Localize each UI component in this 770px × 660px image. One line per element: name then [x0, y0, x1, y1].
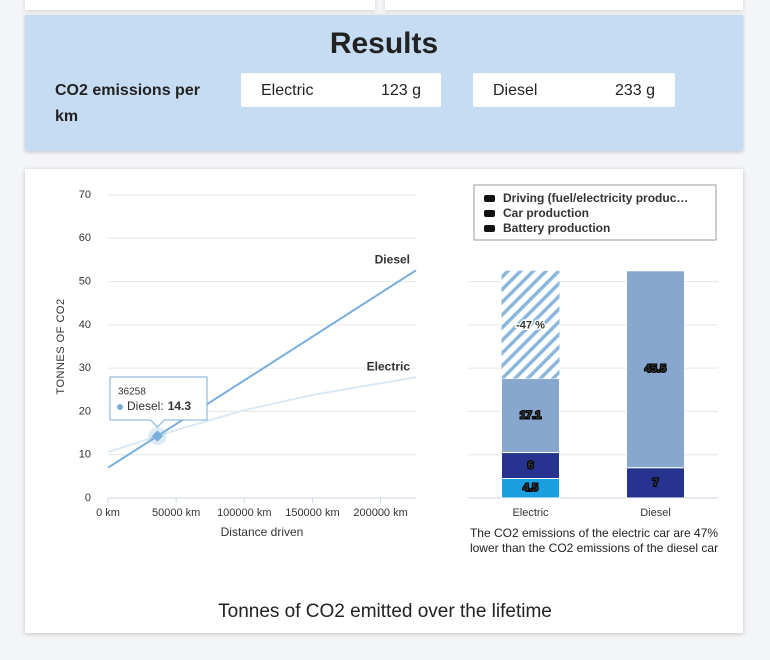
hover-point — [151, 430, 164, 442]
tooltip-value: 14.3 — [168, 399, 192, 413]
y-tick-label: 30 — [79, 362, 91, 374]
legend-icon — [484, 195, 495, 202]
car-name: Diesel — [493, 82, 538, 99]
series-label: Electric — [367, 359, 411, 373]
y-tick-label: 20 — [79, 405, 91, 417]
bar-segment — [501, 452, 560, 480]
bar-segment — [626, 270, 685, 469]
car-value: 123 g — [380, 82, 421, 99]
bar-label: 4.5 — [523, 482, 538, 494]
tooltip-series: Diesel: — [127, 399, 164, 413]
x-tick-label: Electric — [512, 507, 549, 519]
x-tick-label: 0 km — [96, 507, 120, 519]
legend-icon — [484, 225, 495, 232]
legend-entry: Car production — [503, 206, 589, 220]
card-stub — [25, 0, 375, 10]
y-tick-label: 60 — [79, 232, 91, 244]
savings-segment — [501, 270, 560, 379]
car-value: 233 g — [614, 82, 655, 99]
bar-caption: The CO2 emissions of the electric car ar… — [469, 526, 719, 555]
bar-label: 17.1 — [520, 409, 541, 421]
x-axis-label: Distance driven — [221, 525, 304, 539]
y-tick-label: 70 — [79, 189, 91, 201]
result-box: Diesel 233 g — [473, 73, 675, 107]
x-tick-label: 100000 km — [217, 507, 271, 519]
card-stub — [385, 0, 743, 10]
tooltip-text: Diesel: 14.3 — [127, 399, 191, 413]
bar-segment — [501, 378, 560, 454]
bar-label: 45.5 — [645, 363, 666, 375]
tooltip-x: 36258 — [118, 387, 146, 398]
savings-label: -47 % — [516, 320, 545, 332]
result-box: Electric 123 g — [241, 73, 441, 107]
legend-entry: Battery production — [503, 221, 610, 235]
y-tick-label: 40 — [79, 319, 91, 331]
results-panel: Results CO2 emissions per km Electric 12… — [25, 15, 743, 151]
legend-entry: Driving (fuel/electricity produc… — [503, 191, 688, 205]
x-tick-label: 200000 km — [353, 507, 407, 519]
x-tick-label: 50000 km — [152, 507, 200, 519]
car-name: Electric — [261, 82, 314, 99]
tooltip-dot — [117, 404, 123, 410]
legend-box — [473, 184, 717, 241]
footer-title: Tonnes of CO2 emitted over the lifetime — [218, 601, 552, 622]
tooltip-box — [109, 376, 208, 428]
y-axis-label: TONNES OF CO2 — [55, 298, 67, 394]
y-tick-label: 50 — [79, 275, 91, 287]
line-series — [107, 376, 417, 454]
bar-label: 7 — [652, 477, 658, 489]
x-tick-label: 150000 km — [285, 507, 339, 519]
results-title: Results — [329, 27, 439, 60]
bar-label: 6 — [527, 459, 533, 471]
bar-segment — [626, 467, 685, 499]
y-tick-label: 10 — [79, 449, 91, 461]
series-label: Diesel — [375, 252, 410, 266]
legend-icon — [484, 210, 495, 217]
y-tick-label: 0 — [85, 492, 91, 504]
x-tick-label: Diesel — [640, 507, 671, 519]
results-label: CO2 emissions per km — [55, 82, 200, 125]
